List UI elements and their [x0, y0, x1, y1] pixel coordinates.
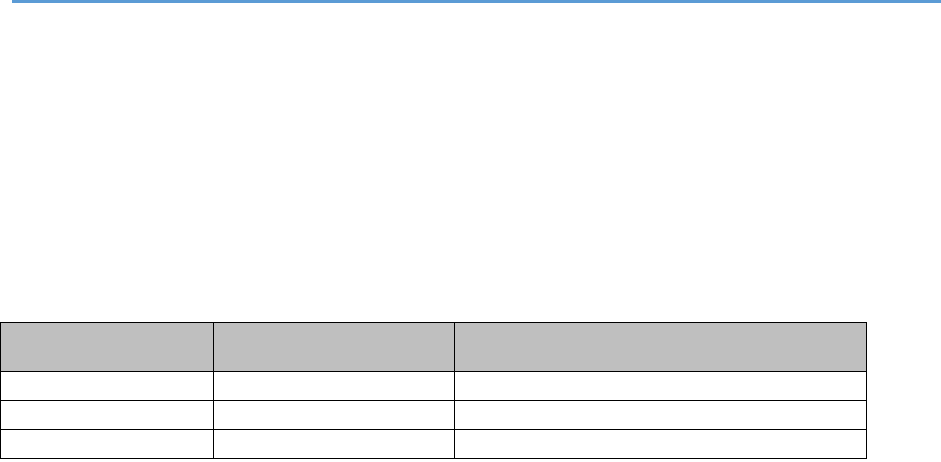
table-header-cell — [0, 322, 214, 372]
table-header-cell — [213, 322, 455, 372]
table-cell — [454, 400, 867, 430]
table-cell — [0, 429, 214, 459]
table-cell — [0, 400, 214, 430]
table-cell — [454, 429, 867, 459]
document-table — [0, 322, 867, 459]
table-row — [0, 429, 867, 459]
table-cell — [0, 371, 214, 401]
table-cell — [213, 429, 455, 459]
table-cell — [213, 400, 455, 430]
table-header-cell — [454, 322, 867, 372]
table-header-row — [0, 322, 867, 372]
table-cell — [213, 371, 455, 401]
table-row — [0, 400, 867, 430]
table-row — [0, 371, 867, 401]
table-cell — [454, 371, 867, 401]
top-rule-divider — [12, 0, 941, 3]
